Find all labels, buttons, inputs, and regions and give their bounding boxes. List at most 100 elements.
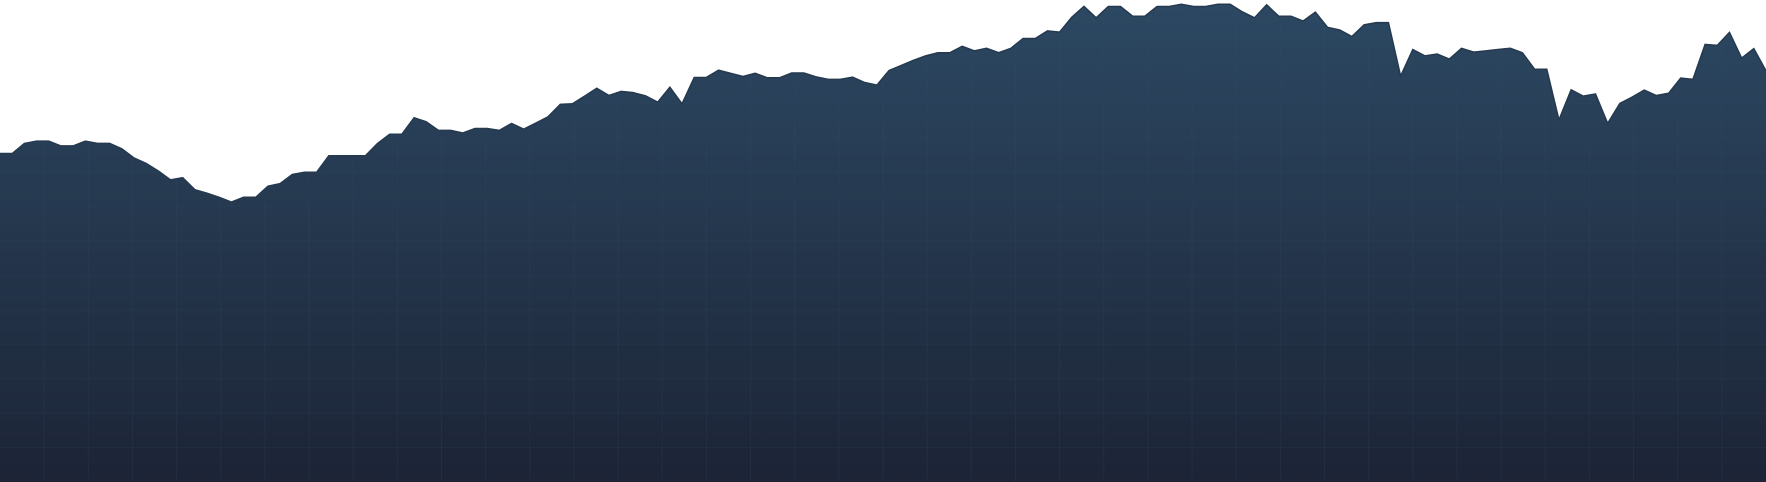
- data-point: [864, 82, 866, 84]
- data-point: [1509, 47, 1511, 49]
- data-point: [218, 196, 220, 198]
- data-point: [1387, 22, 1389, 24]
- data-point: [1461, 47, 1463, 49]
- data-point: [1436, 53, 1438, 55]
- data-point: [523, 128, 525, 130]
- data-point: [1680, 77, 1682, 79]
- data-point: [900, 64, 902, 66]
- data-point: [486, 127, 488, 129]
- data-point: [705, 76, 707, 78]
- data-point: [84, 140, 86, 142]
- data-point: [109, 142, 111, 144]
- data-point: [925, 55, 927, 57]
- data-point: [1266, 4, 1268, 6]
- data-point: [316, 171, 318, 173]
- data-point: [1278, 15, 1280, 17]
- data-point: [60, 145, 62, 147]
- data-point: [803, 72, 805, 74]
- data-point: [1022, 37, 1024, 39]
- data-point: [1582, 95, 1584, 97]
- data-point: [352, 155, 354, 157]
- data-point: [1253, 17, 1255, 19]
- data-point: [608, 95, 610, 97]
- data-point: [998, 52, 1000, 54]
- data-point: [11, 153, 13, 155]
- data-point: [389, 133, 391, 135]
- data-point: [1570, 89, 1572, 91]
- data-point: [498, 129, 500, 131]
- data-point: [377, 142, 379, 144]
- data-point: [170, 179, 172, 181]
- data-point: [693, 76, 695, 78]
- data-point: [778, 77, 780, 79]
- data-point: [1144, 15, 1146, 17]
- data-point: [1314, 11, 1316, 13]
- data-point: [559, 103, 561, 105]
- data-point: [669, 86, 671, 88]
- data-point: [1704, 43, 1706, 45]
- data-point: [547, 116, 549, 118]
- data-point: [912, 59, 914, 61]
- data-point: [742, 76, 744, 78]
- data-point: [1339, 29, 1341, 31]
- data-point: [1594, 93, 1596, 95]
- data-point: [620, 90, 622, 92]
- data-point: [48, 140, 50, 142]
- data-point: [145, 162, 147, 164]
- data-point: [596, 87, 598, 89]
- data-point: [888, 69, 890, 71]
- data-point: [839, 78, 841, 80]
- data-point: [413, 117, 415, 119]
- data-point: [1071, 16, 1073, 18]
- data-point: [632, 92, 634, 94]
- data-point: [827, 78, 829, 80]
- data-point: [961, 45, 963, 47]
- data-point: [571, 103, 573, 105]
- data-point: [1034, 37, 1036, 39]
- data-point: [1485, 50, 1487, 52]
- data-point: [1132, 15, 1134, 17]
- data-point: [157, 170, 159, 172]
- data-point: [291, 173, 293, 175]
- data-point: [949, 52, 951, 54]
- area-series-line: [0, 3, 1766, 203]
- data-point: [1180, 3, 1182, 5]
- data-point: [1107, 5, 1109, 7]
- data-point: [791, 72, 793, 74]
- data-point: [1473, 51, 1475, 53]
- data-point: [1448, 58, 1450, 60]
- data-point: [1229, 3, 1231, 5]
- data-point: [1534, 68, 1536, 70]
- data-point: [1716, 44, 1718, 46]
- data-point: [23, 142, 25, 144]
- data-point: [340, 155, 342, 157]
- data-point: [1120, 5, 1122, 7]
- data-point: [425, 121, 427, 123]
- data-point: [1607, 122, 1609, 124]
- data-point: [450, 129, 452, 131]
- data-point: [206, 192, 208, 194]
- data-point: [986, 47, 988, 49]
- data-point: [230, 201, 232, 203]
- data-point: [681, 103, 683, 105]
- data-point: [1558, 119, 1560, 121]
- data-point: [730, 72, 732, 74]
- data-point: [1290, 15, 1292, 17]
- data-point: [1351, 36, 1353, 38]
- data-point: [1655, 95, 1657, 97]
- data-point: [474, 127, 476, 129]
- data-point: [584, 95, 586, 97]
- data-point: [815, 76, 817, 78]
- data-point: [36, 140, 38, 142]
- data-point: [766, 77, 768, 79]
- data-point: [96, 142, 98, 144]
- data-point: [1497, 49, 1499, 51]
- data-point: [1205, 5, 1207, 7]
- data-point: [1728, 31, 1730, 33]
- data-point: [1631, 96, 1633, 98]
- data-point: [1059, 31, 1061, 33]
- data-point: [1546, 68, 1548, 70]
- data-point: [645, 95, 647, 97]
